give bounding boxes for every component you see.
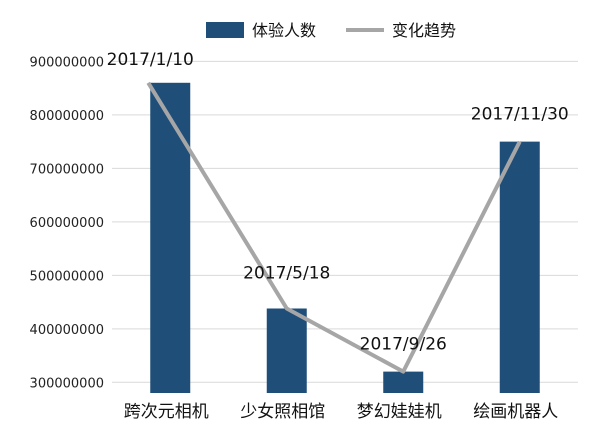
- x-category-label: 梦幻娃娃机: [357, 402, 442, 422]
- y-tick-label: 300000000: [30, 376, 104, 391]
- bar: [383, 371, 424, 393]
- y-tick-label: 800000000: [30, 109, 104, 124]
- legend-label: 体验人数: [252, 21, 316, 40]
- bar: [266, 308, 307, 393]
- x-category-label: 绘画机器人: [473, 402, 558, 422]
- bar: [499, 141, 540, 393]
- legend-swatch-bar: [206, 22, 244, 38]
- data-label: 2017/11/30: [471, 105, 569, 125]
- data-label: 2017/9/26: [360, 335, 447, 355]
- y-tick-label: 700000000: [30, 162, 104, 177]
- data-label: 2017/5/18: [243, 263, 330, 283]
- bar: [150, 82, 191, 394]
- x-category-label: 少女照相馆: [240, 402, 325, 422]
- y-tick-label: 400000000: [30, 323, 104, 338]
- y-tick-label: 900000000: [30, 55, 104, 70]
- trend-line: [146, 81, 522, 374]
- x-category-label: 跨次元相机: [124, 402, 209, 422]
- y-tick-label: 500000000: [30, 269, 104, 284]
- y-tick-label: 600000000: [30, 216, 104, 231]
- legend-label: 变化趋势: [392, 21, 456, 40]
- data-label: 2017/1/10: [107, 50, 194, 70]
